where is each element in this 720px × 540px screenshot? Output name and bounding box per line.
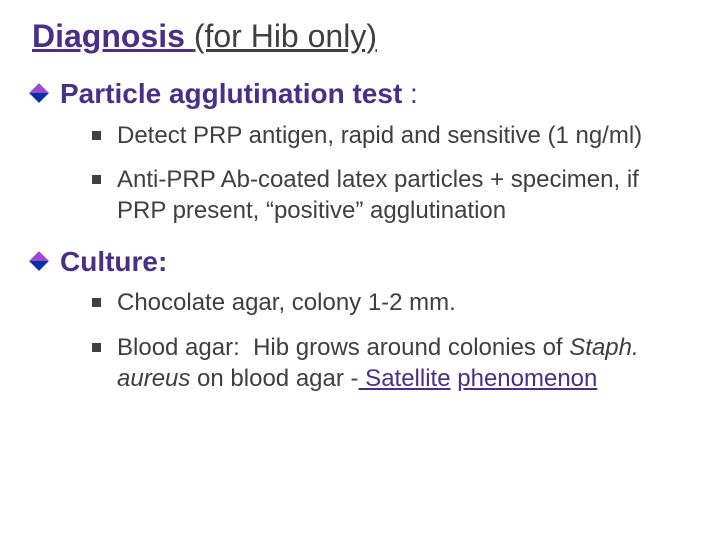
text-fragment-accent: Satellite xyxy=(359,365,451,392)
text-fragment: on blood agar - xyxy=(190,365,358,392)
section-heading-text: Culture: xyxy=(60,245,167,279)
list-item: Detect PRP antigen, rapid and sensitive … xyxy=(92,121,690,152)
slide-title: Diagnosis (for Hib only) xyxy=(32,18,690,55)
list-item: Blood agar: Hib grows around colonies of… xyxy=(92,333,690,394)
section-items: Detect PRP antigen, rapid and sensitive … xyxy=(92,121,690,227)
square-bullet-icon xyxy=(92,343,101,352)
diamond-bullet-icon xyxy=(29,251,49,271)
list-item-text: Anti-PRP Ab-coated latex particles + spe… xyxy=(117,165,690,226)
heading-bold: Culture: xyxy=(60,246,167,277)
heading-suffix: : xyxy=(402,78,418,109)
square-bullet-icon xyxy=(92,298,101,307)
section-heading: Culture: xyxy=(32,245,690,279)
square-bullet-icon xyxy=(92,131,101,140)
square-bullet-icon xyxy=(92,175,101,184)
diamond-bullet-icon xyxy=(29,83,49,103)
heading-bold: Particle agglutination test xyxy=(60,78,402,109)
slide: Diagnosis (for Hib only) Particle agglut… xyxy=(0,0,720,540)
list-item: Anti-PRP Ab-coated latex particles + spe… xyxy=(92,165,690,226)
list-item-text: Detect PRP antigen, rapid and sensitive … xyxy=(117,121,642,152)
title-rest: (for Hib only) xyxy=(194,18,377,54)
title-bold: Diagnosis xyxy=(32,18,194,54)
list-item: Chocolate agar, colony 1-2 mm. xyxy=(92,288,690,319)
list-item-text: Blood agar: Hib grows around colonies of… xyxy=(117,333,690,394)
list-item-text: Chocolate agar, colony 1-2 mm. xyxy=(117,288,456,319)
text-fragment: Blood agar: Hib grows around colonies of xyxy=(117,334,569,361)
text-fragment-accent: phenomenon xyxy=(457,365,597,392)
section-items: Chocolate agar, colony 1-2 mm. Blood aga… xyxy=(92,288,690,394)
section-heading: Particle agglutination test : xyxy=(32,77,690,111)
section-heading-text: Particle agglutination test : xyxy=(60,77,418,111)
